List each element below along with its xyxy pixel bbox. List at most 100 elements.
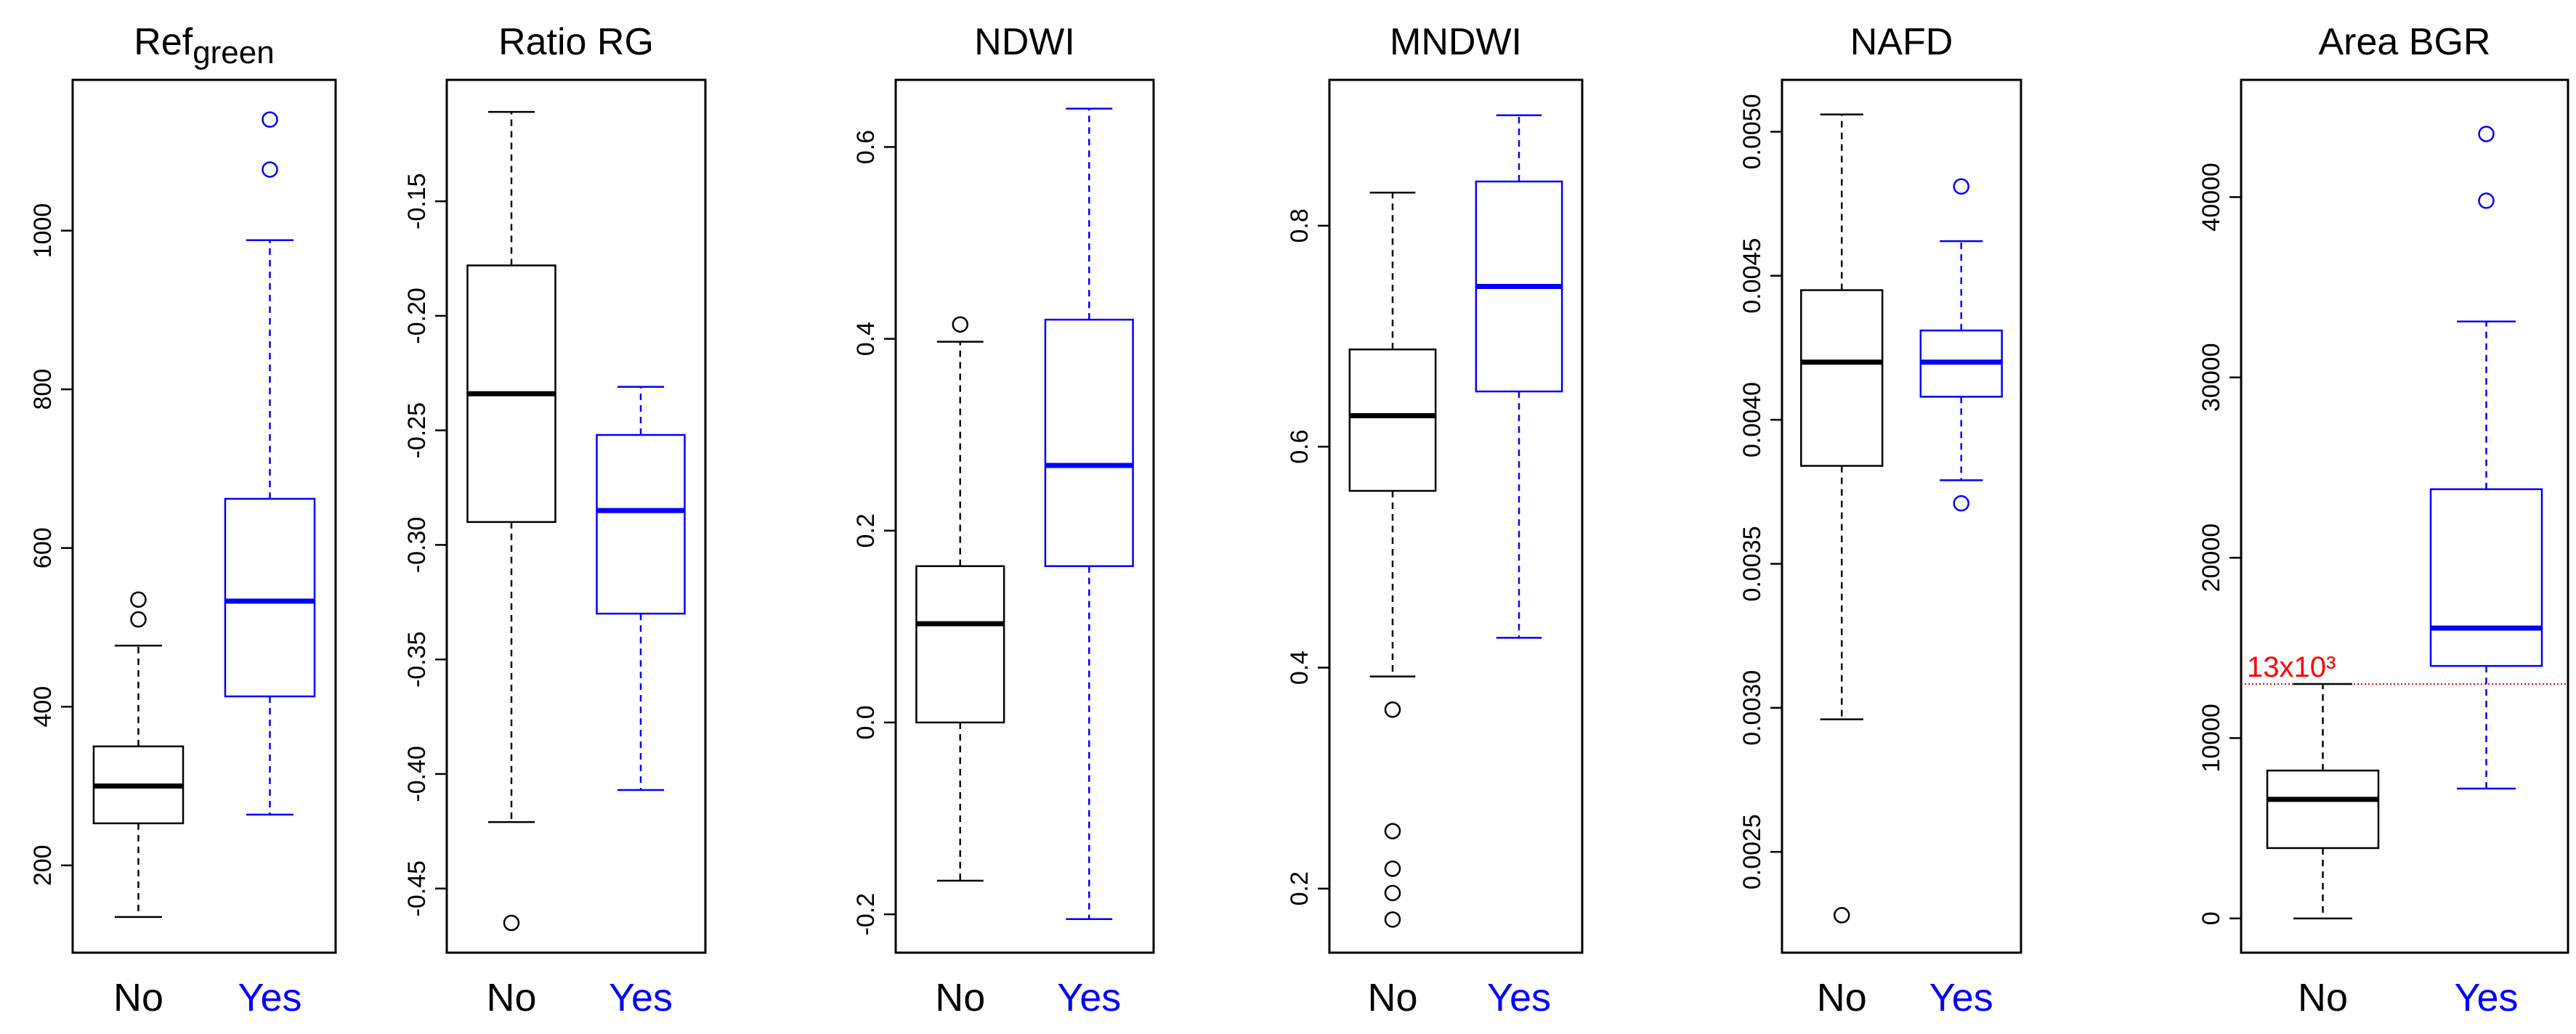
category-label: No [113, 976, 163, 1019]
panel-title-main: NAFD [1850, 21, 1953, 63]
category-label: Yes [1487, 976, 1551, 1019]
plot-frame [1328, 78, 1584, 954]
panel-3: NDWI -0.2 0.0 0.2 0.4 0.6 No Yes [852, 21, 1155, 1019]
reference-line-label: 13x10³ [2247, 651, 2336, 683]
y-tick-label: -0.15 [403, 173, 431, 229]
y-tick-label: 0.8 [1286, 208, 1313, 243]
box-no: No [466, 110, 556, 1019]
box-no: No [915, 316, 1005, 1019]
outlier-point [2478, 126, 2495, 142]
outlier-point [1384, 860, 1401, 877]
plot-frame [2240, 78, 2569, 954]
y-tick-label: -0.35 [403, 631, 431, 688]
plot-frame [1781, 78, 2022, 954]
plot-frame [71, 78, 337, 954]
iqr-box [2429, 488, 2543, 667]
panel-title-main: MNDWI [1390, 21, 1522, 63]
y-tick-label: 1000 [29, 203, 57, 258]
category-label: Yes [1929, 976, 1993, 1019]
y-tick-label: 600 [29, 527, 57, 569]
outlier-point [2478, 192, 2495, 209]
category-label: Yes [1057, 976, 1121, 1019]
panel-title: NAFD [1850, 21, 1953, 63]
y-tick-label: -0.2 [852, 893, 880, 936]
y-tick-label: 200 [29, 844, 57, 886]
category-label: Yes [609, 976, 673, 1019]
y-tick-label: 30000 [2198, 343, 2225, 412]
y-tick-label: -0.25 [403, 402, 431, 459]
iqr-box [1800, 289, 1884, 467]
y-tick-label: 0.6 [1286, 430, 1313, 464]
box-yes: Yes [224, 111, 316, 1019]
category-label: No [486, 976, 536, 1019]
category-label: Yes [2454, 976, 2518, 1019]
box-no: No [92, 591, 185, 1019]
outlier-point [1384, 701, 1401, 718]
iqr-box [596, 433, 686, 615]
outlier-point [130, 611, 147, 628]
y-tick-label: 800 [29, 369, 57, 410]
panel-title: Ratio RG [498, 21, 654, 63]
category-label: No [1817, 976, 1867, 1019]
box-no: No [2266, 683, 2380, 1019]
y-tick-label: 0.0030 [1738, 670, 1766, 746]
box-yes: Yes [1919, 178, 2003, 1019]
y-tick-label: 0.0 [852, 705, 880, 739]
y-tick-label: -0.20 [403, 288, 431, 344]
panel-2: Ratio RG -0.45 -0.40 -0.35 -0.30 -0.25 -0.20 -0… [403, 21, 707, 1019]
box-no: No [1800, 113, 1884, 1019]
y-tick-label: 0.2 [1286, 871, 1313, 905]
panel-title: NDWI [974, 21, 1075, 63]
outlier-point [262, 161, 278, 178]
outlier-point [1384, 884, 1401, 902]
y-tick-label: 0.4 [852, 322, 880, 356]
iqr-box [1044, 318, 1134, 567]
y-tick-label: 0.2 [852, 513, 880, 547]
panel-title-main: NDWI [974, 21, 1075, 63]
y-tick-label: 0.0040 [1738, 382, 1766, 457]
y-tick-label: 400 [29, 686, 57, 728]
panel-title: MNDWI [1390, 21, 1522, 63]
category-label: No [2298, 976, 2348, 1019]
plot-frame [894, 78, 1155, 954]
y-tick-label: -0.30 [403, 517, 431, 574]
outlier-point [1953, 494, 1969, 512]
y-tick-label: 0 [2198, 911, 2225, 925]
y-tick-label: 20000 [2198, 524, 2225, 593]
box-yes: Yes [1044, 107, 1134, 1019]
category-label: No [1367, 976, 1417, 1019]
category-label: No [935, 976, 985, 1019]
y-tick-label: -0.45 [403, 860, 431, 917]
category-label: Yes [238, 976, 301, 1019]
panel-6: Area BGR 0 10000 20000 30000 40000 13x10³ No Yes [2198, 21, 2569, 1019]
panel-title-subscript: green [193, 35, 275, 70]
iqr-box [915, 565, 1005, 724]
panel-title-main: Ref [134, 21, 193, 63]
panel-5: NAFD 0.0025 0.0030 0.0035 0.0040 0.0045 0.0050… [1738, 21, 2022, 1019]
y-tick-label: 0.0035 [1738, 526, 1766, 601]
y-tick-label: 0.6 [852, 130, 880, 164]
panel-title-main: Area BGR [2319, 21, 2491, 63]
outlier-point [262, 111, 278, 128]
outlier-point [1834, 907, 1850, 924]
y-tick-label: 0.0025 [1738, 814, 1766, 890]
y-tick-label: 0.0045 [1738, 238, 1766, 314]
y-tick-label: 40000 [2198, 163, 2225, 232]
y-tick-label: -0.40 [403, 746, 431, 802]
iqr-box [224, 497, 316, 698]
outlier-point [130, 591, 147, 608]
iqr-box [1348, 349, 1437, 492]
outlier-point [1384, 823, 1401, 839]
panel-title: Area BGR [2319, 21, 2491, 63]
box-yes: Yes [596, 386, 686, 1019]
panel-4: MNDWI 0.2 0.4 0.6 0.8 No Yes [1286, 21, 1584, 1019]
y-tick-label: 0.4 [1286, 651, 1313, 685]
box-yes: Yes [2429, 126, 2543, 1019]
outlier-point [1384, 911, 1401, 928]
plot-frame [445, 78, 707, 954]
outlier-point [503, 914, 520, 932]
panel-title-main: Ratio RG [498, 21, 654, 63]
panel-title: Refgreen [134, 21, 274, 70]
